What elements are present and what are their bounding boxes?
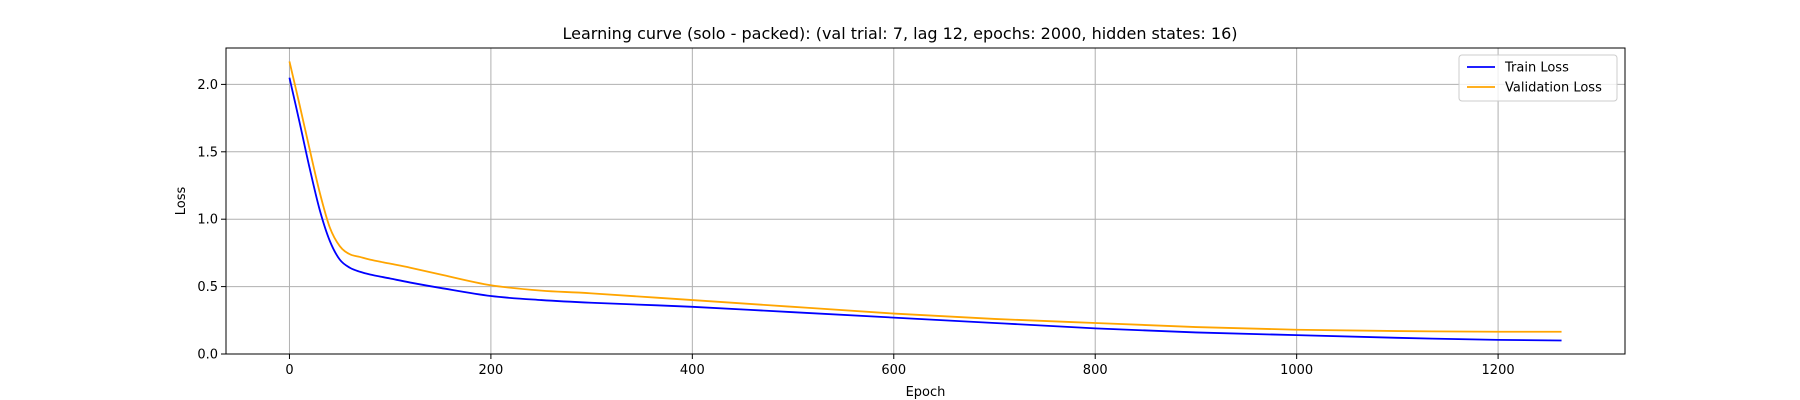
legend-box (1458, 54, 1618, 102)
x-tick-label: 0 (285, 363, 293, 378)
x-tick-label: 1200 (1482, 363, 1515, 378)
series-line-train-loss (288, 77, 1562, 342)
y-tick-label: 1.0 (197, 213, 218, 228)
series-line-validation-loss (288, 61, 1562, 333)
x-tick-label: 800 (1083, 363, 1108, 378)
x-axis-label: Epoch (906, 385, 946, 400)
y-tick-label: 0.5 (197, 280, 218, 295)
x-tick-label: 200 (478, 363, 503, 378)
y-axis-label: Loss (174, 187, 189, 216)
plot-frame (225, 47, 1626, 355)
grid-layer (226, 48, 1625, 355)
x-axis-ticks: 0 200 400 600 800 1000 1200 (285, 354, 1515, 378)
x-tick-label: 400 (680, 363, 705, 378)
x-tick-label: 600 (881, 363, 906, 378)
x-tick-label: 1000 (1280, 363, 1313, 378)
y-axis-ticks: 0.0 0.5 1.0 1.5 2.0 (197, 78, 226, 363)
series-layer (288, 61, 1562, 342)
y-tick-label: 1.5 (197, 145, 218, 160)
y-tick-label: 0.0 (197, 348, 218, 363)
legend-label-train-loss: Train Loss (1504, 61, 1569, 76)
chart-title: Learning curve (solo - packed): (val tri… (563, 24, 1238, 43)
legend-label-validation-loss: Validation Loss (1505, 81, 1602, 96)
y-tick-label: 2.0 (197, 78, 218, 93)
legend: Train Loss Validation Loss (1458, 54, 1618, 102)
